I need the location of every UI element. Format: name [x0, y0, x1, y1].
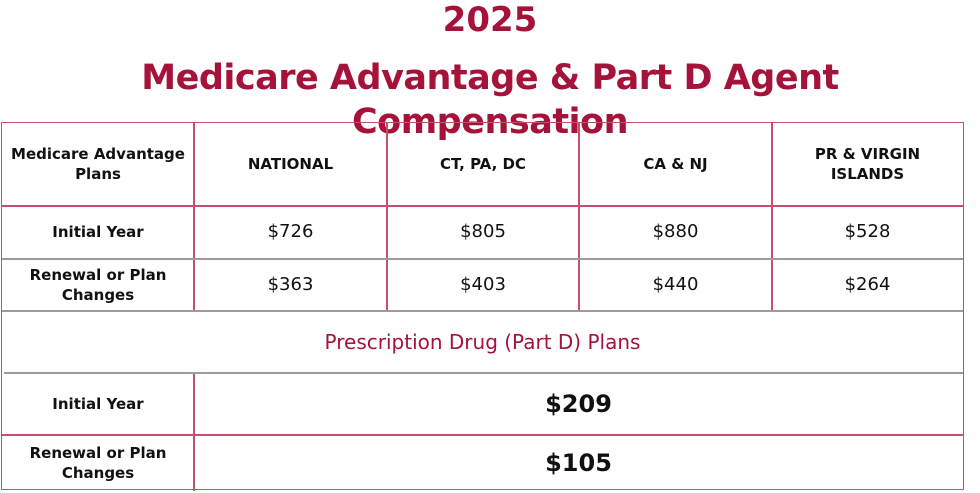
col-divider: [578, 123, 580, 310]
section-title-part-d: Prescription Drug (Part D) Plans: [324, 330, 641, 354]
table-cell: $209: [545, 390, 612, 418]
col-divider: [771, 123, 773, 310]
column-header-ca-nj: CA & NJ: [643, 155, 708, 173]
col-divider: [193, 123, 195, 310]
compensation-table: Medicare Advantage Plans NATIONAL CT, PA…: [1, 122, 964, 491]
table-cell: $528: [844, 221, 891, 242]
corner-header: Medicare Advantage Plans: [11, 145, 185, 183]
table-cell: $105: [545, 448, 612, 477]
table-cell: $363: [267, 274, 314, 295]
table-cell: $805: [460, 221, 506, 242]
table-cell: $264: [844, 274, 891, 295]
table-cell: $880: [652, 221, 699, 242]
table-cell: $440: [652, 274, 699, 295]
row-divider: [2, 258, 963, 260]
row-label-initial-year: Initial Year: [52, 395, 144, 413]
row-label-initial-year: Initial Year: [52, 223, 144, 241]
row-divider: [2, 310, 963, 312]
column-header-national: NATIONAL: [247, 155, 334, 173]
row-divider: [4, 372, 963, 374]
column-header-ct-pa-dc: CT, PA, DC: [440, 155, 526, 173]
row-label-renewal: Renewal or Plan Changes: [29, 266, 167, 304]
row-divider: [2, 205, 963, 207]
column-header-pr-vi: PR & VIRGIN ISLANDS: [814, 145, 921, 183]
row-label-renewal: Renewal or Plan Changes: [29, 443, 167, 482]
row-divider: [2, 434, 963, 436]
col-divider: [193, 373, 195, 491]
table-cell: $403: [460, 274, 506, 295]
title-year: 2025: [442, 0, 538, 40]
col-divider: [386, 123, 388, 310]
table-cell: $726: [267, 221, 314, 242]
